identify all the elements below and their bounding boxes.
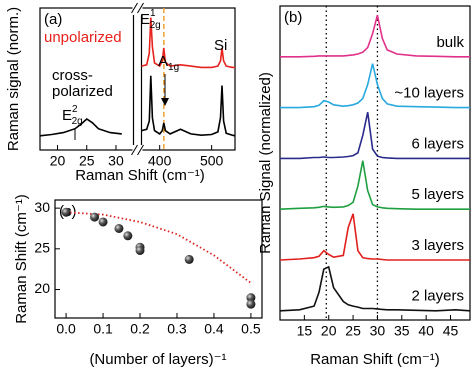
axis-break-mark xyxy=(137,2,144,14)
series-label: 6 layers xyxy=(411,135,464,152)
series-label: 2 layers xyxy=(411,288,464,305)
peak-label-sup: 1 xyxy=(150,8,156,19)
peak-label-sub: 1g xyxy=(168,62,179,73)
data-point xyxy=(123,231,133,241)
panel-label: (b) xyxy=(284,9,302,26)
peak-label: E2 2g xyxy=(62,104,83,127)
series-label: 3 layers xyxy=(411,237,464,254)
y-axis-title: Raman Shift (cm⁻¹) xyxy=(13,194,30,324)
annotation: polarized xyxy=(52,83,113,100)
y-axis-title: Raman signal (norm.) xyxy=(5,7,22,151)
plot-frame xyxy=(279,5,471,321)
x-tick-label: 0.5 xyxy=(241,321,261,337)
data-point xyxy=(90,212,100,222)
spectrum-line xyxy=(279,160,470,210)
series-label: 5 layers xyxy=(411,186,464,203)
x-tick-label: 500 xyxy=(200,153,224,169)
x-tick-label: 0.1 xyxy=(93,321,113,337)
peak-label-base: Si xyxy=(214,37,227,54)
spectrum-line xyxy=(280,14,470,58)
axis-break-mark xyxy=(131,144,138,156)
spectrum-line xyxy=(279,265,471,312)
data-point xyxy=(135,245,145,255)
data-point xyxy=(61,207,71,217)
x-tick-label: 30 xyxy=(370,323,386,339)
data-point xyxy=(184,254,194,264)
x-tick-label: 400 xyxy=(148,153,172,169)
panel-label: (a) xyxy=(44,11,62,28)
peak-label-sup: 2 xyxy=(72,104,78,115)
plot-frame xyxy=(54,199,263,319)
peak-label: Si xyxy=(214,37,227,54)
spectrum-line xyxy=(141,17,235,69)
spectrum-line xyxy=(280,112,470,160)
peak-label: E1 2g xyxy=(140,8,161,31)
spectrum-line xyxy=(39,75,236,137)
x-tick-label: 25 xyxy=(79,153,95,169)
peak-label: A1g xyxy=(158,53,179,73)
y-tick-label: 20 xyxy=(34,280,50,296)
y-tick-label: 25 xyxy=(34,240,50,256)
x-tick-label: 15 xyxy=(297,323,313,339)
fit-line xyxy=(66,211,252,284)
x-axis-title: Raman Shift (cm⁻¹) xyxy=(310,351,440,368)
plot-frame xyxy=(140,7,236,151)
peak-label-base: E xyxy=(140,11,150,28)
x-tick-label: 0.0 xyxy=(56,321,76,337)
x-tick-label: 20 xyxy=(321,323,337,339)
x-tick-label: 30 xyxy=(108,153,124,169)
data-point xyxy=(98,217,108,227)
axis-break-mark xyxy=(131,2,138,14)
peak-label-base: E xyxy=(62,107,72,124)
x-tick-label: 0.3 xyxy=(167,321,187,337)
x-axis-title: (Number of layers)⁻¹ xyxy=(89,351,226,368)
peak-label-sub: 2g xyxy=(150,20,161,31)
arrow-head xyxy=(161,98,169,106)
data-point xyxy=(246,299,256,309)
peak-label-sub: 2g xyxy=(72,116,83,127)
axis-break xyxy=(132,145,143,155)
x-tick-label: 40 xyxy=(418,323,434,339)
x-tick-label: 25 xyxy=(345,323,361,339)
series-label: ~10 layers xyxy=(394,85,464,102)
x-axis-title: Raman Shift (cm⁻¹) xyxy=(75,167,205,184)
x-tick-label: 0.2 xyxy=(130,321,150,337)
series-label: unpolarized xyxy=(44,29,122,46)
annotation: cross- xyxy=(52,67,93,84)
x-tick-label: 45 xyxy=(443,323,459,339)
data-point xyxy=(246,293,256,303)
x-tick-label: 0.4 xyxy=(204,321,224,337)
peak-label-base: A xyxy=(158,53,168,70)
x-tick-label: 35 xyxy=(394,323,410,339)
spectrum-line xyxy=(279,213,470,261)
data-point xyxy=(114,223,124,233)
x-tick-label: 20 xyxy=(50,153,66,169)
series-label: bulk xyxy=(436,34,464,51)
y-axis-title: Raman Signal (normalized) xyxy=(257,72,274,254)
spectrum-line xyxy=(280,63,470,109)
axis-break-mark xyxy=(137,144,144,156)
y-tick-label: 30 xyxy=(34,199,50,215)
axis-break xyxy=(132,5,143,15)
